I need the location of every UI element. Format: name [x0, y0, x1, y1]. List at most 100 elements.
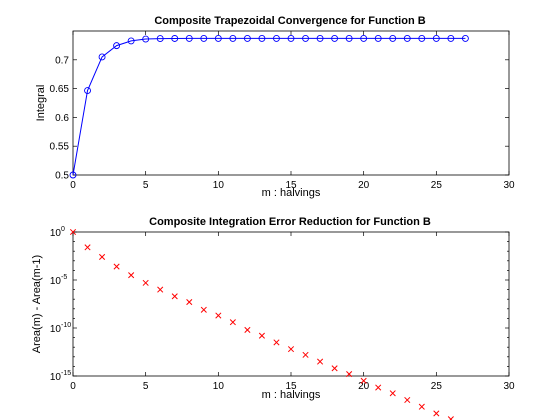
data-point: [186, 299, 193, 306]
x-tick-label: 10: [213, 180, 225, 191]
data-point-stroke: [99, 253, 106, 261]
data-point: [98, 53, 106, 61]
data-point-stroke: [346, 371, 353, 378]
data-point: [127, 37, 135, 45]
data-point: [317, 358, 324, 365]
data-point: [171, 293, 178, 300]
data-point-stroke: [389, 390, 396, 397]
y-tick-exponent: -10: [61, 322, 71, 329]
convergence-plot-title: Composite Trapezoidal Convergence for Fu…: [154, 15, 425, 27]
convergence-plot-axes: [72, 30, 510, 176]
data-point: [258, 34, 266, 42]
data-point: [375, 384, 382, 391]
data-point-stroke: [69, 228, 77, 236]
data-point-stroke: [244, 326, 251, 333]
x-tick-label: 30: [503, 180, 515, 191]
data-point: [99, 253, 106, 261]
data-point: [185, 34, 193, 42]
x-tick-label: 15: [285, 180, 297, 191]
error-plot-xlabel: m : halvings: [262, 389, 321, 401]
data-point-stroke: [449, 416, 454, 420]
data-point: [404, 396, 411, 404]
data-point: [229, 319, 236, 326]
x-tick-label: 25: [431, 381, 443, 392]
data-point-stroke: [302, 351, 309, 358]
data-point: [403, 34, 411, 42]
x-tick-label: 25: [431, 180, 443, 191]
y-tick-label: 0.6: [55, 113, 69, 124]
data-point: [389, 390, 396, 397]
data-point: [243, 34, 251, 42]
data-point: [432, 34, 440, 42]
data-point: [331, 34, 339, 42]
data-point: [433, 410, 440, 417]
data-point-stroke: [128, 272, 135, 279]
data-point: [244, 326, 251, 333]
convergence-plot-xlabel: m : halvings: [262, 187, 321, 199]
x-tick-label: 30: [503, 381, 515, 392]
convergence-plot-series: [69, 34, 469, 179]
data-point: [171, 35, 179, 42]
data-point-stroke: [418, 403, 425, 410]
data-point: [316, 34, 324, 42]
data-point: [69, 171, 77, 179]
data-point-stroke: [404, 396, 411, 404]
data-point: [273, 339, 280, 346]
data-point: [331, 365, 338, 372]
convergence-plot: Composite Trapezoidal Convergence for Fu…: [35, 15, 515, 199]
data-point: [302, 34, 309, 42]
data-point: [258, 332, 265, 339]
data-point: [142, 279, 149, 286]
data-point: [214, 34, 222, 42]
y-tick-label: 0.5: [55, 171, 69, 182]
data-point: [374, 34, 382, 42]
y-tick-exponent: -15: [61, 370, 71, 377]
data-point: [447, 34, 455, 42]
x-tick-label: 10: [213, 381, 225, 392]
data-point: [461, 34, 469, 42]
data-point-stroke: [157, 286, 164, 293]
x-tick-label: 5: [143, 381, 149, 392]
data-point: [287, 346, 295, 353]
data-point: [229, 34, 237, 42]
data-point-stroke: [200, 306, 207, 313]
data-point: [418, 403, 425, 410]
data-point: [128, 272, 135, 279]
data-point: [84, 87, 91, 95]
convergence-plot-ticks: 0 5 10 15 20 25 30 0.5 0.55 0.6 0.65 0.7: [50, 31, 515, 191]
x-tick-label: 0: [70, 381, 76, 392]
data-point-stroke: [171, 293, 178, 300]
y-tick-label: 10: [50, 276, 62, 287]
data-point: [345, 34, 353, 42]
data-point: [360, 34, 368, 42]
data-point-stroke: [215, 312, 222, 319]
y-tick-label: 10: [50, 228, 62, 239]
series-line: [72, 37, 466, 176]
data-point: [156, 35, 164, 43]
data-point-stroke: [186, 299, 193, 306]
data-point: [113, 42, 121, 50]
data-point: [273, 34, 280, 42]
data-point: [69, 228, 77, 236]
data-point: [360, 377, 367, 384]
data-point-stroke: [433, 410, 440, 417]
y-tick-exponent: -5: [61, 274, 67, 281]
x-tick-label: 5: [143, 180, 149, 191]
x-tick-label: 15: [285, 381, 297, 392]
data-point-stroke: [113, 263, 120, 270]
x-tick-label: 0: [70, 180, 76, 191]
convergence-plot-ylabel: Integral: [35, 85, 47, 122]
x-tick-label: 20: [358, 381, 370, 392]
error-plot-axes: [72, 231, 510, 377]
y-tick-label: 0.7: [55, 55, 69, 66]
y-tick-label: 10: [50, 372, 62, 383]
data-point-stroke: [229, 319, 236, 326]
data-point: [157, 286, 164, 293]
data-point: [113, 263, 120, 270]
error-plot-title: Composite Integration Error Reduction fo…: [149, 216, 431, 228]
data-point: [418, 34, 426, 42]
data-point-stroke: [375, 384, 382, 391]
y-tick-label: 0.65: [50, 84, 70, 95]
